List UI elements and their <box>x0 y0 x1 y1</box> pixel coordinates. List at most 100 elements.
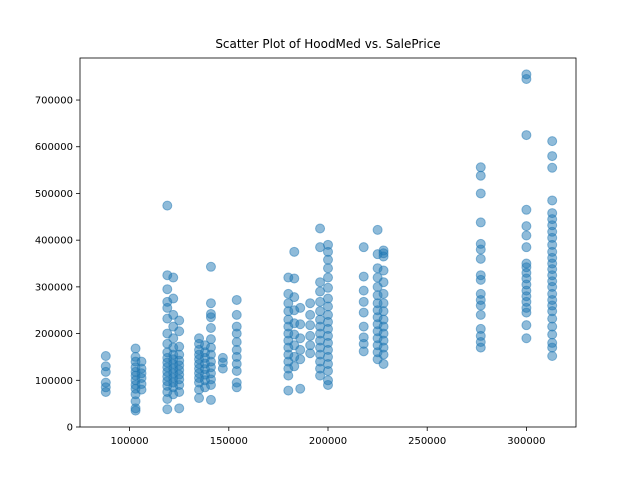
x-tick-label: 300000 <box>507 436 545 447</box>
data-point <box>168 272 179 283</box>
data-point <box>205 342 216 353</box>
data-point <box>378 288 389 299</box>
data-point <box>547 136 558 147</box>
data-point <box>174 403 185 414</box>
data-point <box>323 375 333 386</box>
data-point <box>358 296 369 307</box>
data-point <box>547 351 558 362</box>
x-tick-label: 250000 <box>408 436 446 447</box>
data-point <box>305 330 316 341</box>
data-point <box>521 204 532 215</box>
data-point <box>547 337 558 348</box>
data-point <box>358 307 369 318</box>
data-point <box>295 383 306 394</box>
data-point <box>289 273 300 284</box>
data-point <box>100 361 111 372</box>
data-point <box>194 393 205 404</box>
data-point <box>305 340 316 351</box>
data-point <box>168 293 179 304</box>
data-point <box>475 188 486 199</box>
data-point <box>100 351 111 362</box>
data-point <box>323 282 333 293</box>
data-point <box>205 298 216 309</box>
data-point <box>323 293 333 304</box>
data-point <box>475 253 486 264</box>
data-point <box>323 263 333 274</box>
data-point <box>315 223 326 234</box>
data-point <box>521 130 532 141</box>
data-point <box>231 294 242 305</box>
data-point <box>378 265 389 276</box>
data-point <box>475 323 486 334</box>
data-point <box>305 309 316 320</box>
data-point <box>358 271 369 282</box>
y-tick-label: 700000 <box>35 96 73 107</box>
data-points <box>100 69 558 416</box>
data-point <box>162 404 173 415</box>
data-point <box>295 319 306 330</box>
data-point <box>194 333 205 344</box>
data-point <box>174 341 185 352</box>
y-axis: 0 100000 200000 300000 400000 500000 600000 700… <box>35 96 80 434</box>
data-point <box>295 344 306 355</box>
data-point <box>547 162 558 173</box>
data-point <box>136 356 147 367</box>
data-point <box>475 217 486 228</box>
data-point <box>378 277 389 288</box>
data-point <box>521 242 532 253</box>
y-tick-label: 300000 <box>35 282 73 293</box>
data-point <box>231 336 242 347</box>
data-point <box>174 326 185 337</box>
x-axis: 100000 150000 200000 250000 300000 <box>111 427 545 447</box>
y-tick-label: 0 <box>67 423 73 434</box>
data-point <box>289 292 300 303</box>
data-point <box>205 261 216 272</box>
x-tick-label: 200000 <box>309 436 347 447</box>
data-point <box>521 69 532 80</box>
data-point <box>217 352 228 363</box>
data-point <box>521 333 532 344</box>
x-tick-label: 100000 <box>111 436 149 447</box>
data-point <box>521 320 532 331</box>
data-point <box>205 394 216 405</box>
data-point <box>168 333 179 344</box>
y-tick-label: 600000 <box>35 142 73 153</box>
data-point <box>295 333 306 344</box>
data-point <box>521 258 532 269</box>
x-tick-label: 150000 <box>210 436 248 447</box>
data-point <box>358 332 369 343</box>
data-point <box>378 298 389 309</box>
data-point <box>547 208 558 219</box>
data-point <box>315 277 326 288</box>
data-point <box>295 302 306 313</box>
data-point <box>475 238 486 249</box>
data-point <box>358 321 369 332</box>
data-point <box>305 320 316 331</box>
data-point <box>521 221 532 232</box>
data-point <box>547 151 558 162</box>
data-point <box>372 224 383 235</box>
data-point <box>289 246 300 257</box>
data-point <box>231 321 242 332</box>
data-point <box>231 309 242 320</box>
data-point <box>475 270 486 281</box>
data-point <box>475 162 486 173</box>
data-point <box>100 377 111 388</box>
data-point <box>378 245 389 256</box>
data-point <box>475 170 486 181</box>
data-point <box>295 354 306 365</box>
y-tick-label: 400000 <box>35 236 73 247</box>
data-point <box>305 298 316 309</box>
data-point <box>358 285 369 296</box>
data-point <box>547 195 558 206</box>
data-point <box>358 242 369 253</box>
data-point <box>378 314 389 325</box>
y-tick-label: 200000 <box>35 329 73 340</box>
data-point <box>162 284 173 295</box>
data-point <box>323 272 333 283</box>
data-point <box>475 309 486 320</box>
chart-title: Scatter Plot of HoodMed vs. SalePrice <box>215 37 440 51</box>
data-point <box>162 200 173 211</box>
data-point <box>323 309 333 320</box>
data-point <box>521 230 532 241</box>
